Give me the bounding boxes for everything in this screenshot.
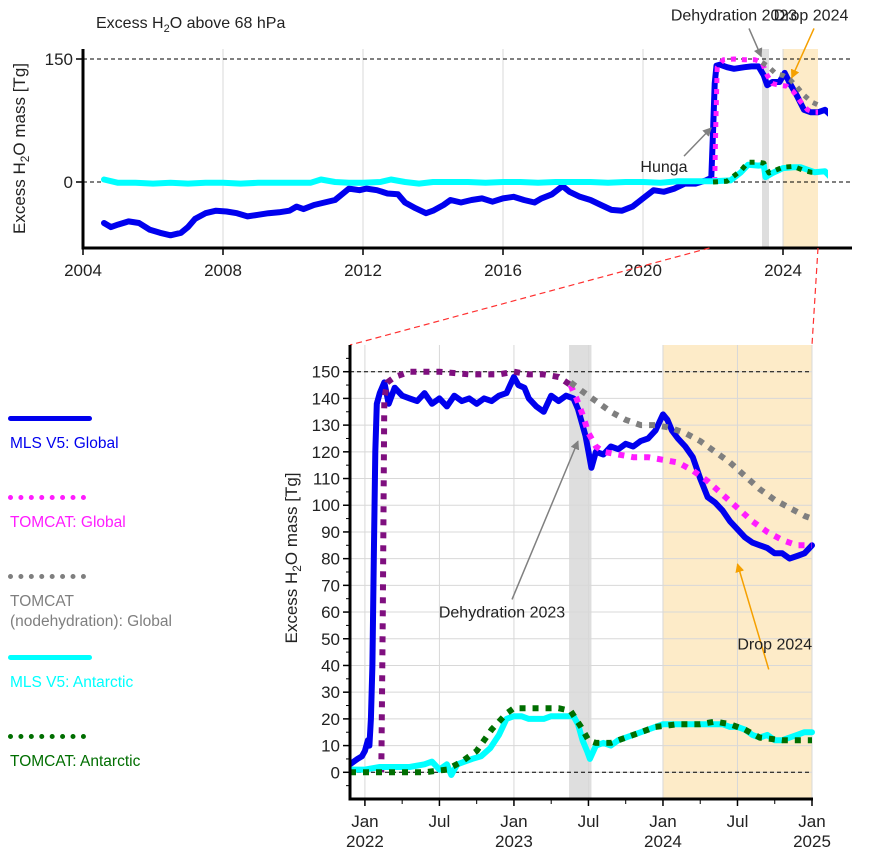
annotation-drop-2024: Drop 2024 [737,636,812,653]
series-tomcat-global-pre-2022-2 [378,368,573,773]
x-tick-label: Jul [429,812,451,831]
y-tick-label: 0 [331,763,340,782]
y-axis-label-part: Excess H [282,572,301,644]
y-tick-label: 20 [321,710,340,729]
series-tomcat-antarctic [350,705,812,776]
series-mls-v5-antarctic [101,161,828,187]
legend-label-mls-antarctic: MLS V5: Antarctic [10,674,134,691]
x-tick-label: Jan [351,812,378,831]
y-tick-label: 140 [312,389,340,408]
series-group [101,56,828,239]
y-tick-label: 100 [312,496,340,515]
chart-title-part: Excess H [96,15,164,32]
annotation-dehydration-2023: Dehydration 2023 [439,604,565,621]
zoom-chart: 0 10 20 30 40 50 60 70 80 90 100 110 120 130 140 150 Jan… [282,345,831,851]
annotation-drop-2024: Drop 2024 [774,7,849,24]
y-tick-label: 10 [321,737,340,756]
legend-label-tomcat-nodehydration: TOMCAT (nodehydration): Global [10,593,172,630]
x-tick-label: Jan [649,812,676,831]
x-tick-label: 2004 [64,261,102,280]
annotation-hunga: Hunga [640,159,687,176]
legend-swatch-mls-global [8,416,92,421]
legend-label-mls-global: MLS V5: Global [10,435,119,452]
zoom-connector-right [811,247,819,346]
x-tick-label: Jul [578,812,600,831]
x-tick-label: 2008 [204,261,242,280]
series-group [350,368,815,778]
x-tick-label: Jan [798,812,825,831]
y-tick-label: 150 [312,363,340,382]
zoom-connector-left [349,247,710,346]
y-axis-label-subscript: 2 [290,565,304,572]
series-mls-v5-global [101,61,828,239]
y-tick-label: 90 [321,523,340,542]
chart-title: Excess H2O above 68 hPa [96,15,285,35]
annotation-arrow-dehydration-2023 [748,28,763,58]
x-tick-label: 2024 [644,832,682,851]
x-tick-label: 2025 [793,832,831,851]
annotation-arrow-drop-2024 [735,563,770,670]
y-tick-label: 150 [45,50,73,69]
annotation-dehydration-2023: Dehydration 2023 [671,7,797,24]
legend-label-tomcat-global: TOMCAT: Global [10,514,126,531]
x-tick-label: 2012 [344,261,382,280]
series-tomcat-nodehydration-global [760,60,820,108]
y-axis-label-part: O mass [Tg] [10,63,29,156]
zoom-connectors [349,247,819,346]
y-tick-label: 50 [321,630,340,649]
y-axis-label-part: O mass [Tg] [282,473,301,566]
y-tick-label: 40 [321,656,340,675]
y-axis-label-part: Excess H [10,162,29,234]
annotation-arrow-dehydration-2023 [511,440,580,600]
legend-swatch-mls-antarctic [8,655,92,660]
x-tick-label: 2016 [484,261,522,280]
y-axis-label-subscript: 2 [18,155,32,162]
x-tick-label: 2023 [495,832,533,851]
series-tomcat-global [712,56,818,183]
y-tick-label: 60 [321,603,340,622]
x-tick-label: 2022 [346,832,384,851]
y-axis-label: Excess H2O mass [Tg] [282,473,304,644]
y-tick-label: 80 [321,550,340,569]
band-dehydration-2023 [762,49,769,248]
x-tick-label: Jul [727,812,749,831]
y-tick-label: 30 [321,683,340,702]
legend-label-tomcat-antarctic: TOMCAT: Antarctic [10,753,141,770]
chart-title-part: O above 68 hPa [170,15,286,32]
y-tick-label: 130 [312,416,340,435]
y-tick-label: 70 [321,576,340,595]
y-tick-label: 110 [313,470,340,489]
x-tick-label: 2020 [624,261,662,280]
annotation-arrow-drop-2024 [790,28,815,79]
y-tick-label: 120 [312,443,340,462]
series-tomcat-global [567,383,812,549]
x-tick-label: Jan [500,812,527,831]
y-axis-label: Excess H2O mass [Tg] [10,63,32,234]
band-dehydration-2023 [569,345,592,799]
x-tick-label: 2024 [764,261,802,280]
legend-swatch-tomcat-nodehydration [8,574,86,579]
legend-swatch-tomcat-antarctic [8,734,86,739]
annotation-arrow-hunga [683,127,712,157]
chart-title-subscript: 2 [164,23,170,35]
legend-swatch-tomcat-global [8,495,86,500]
y-tick-label: 0 [64,173,73,192]
